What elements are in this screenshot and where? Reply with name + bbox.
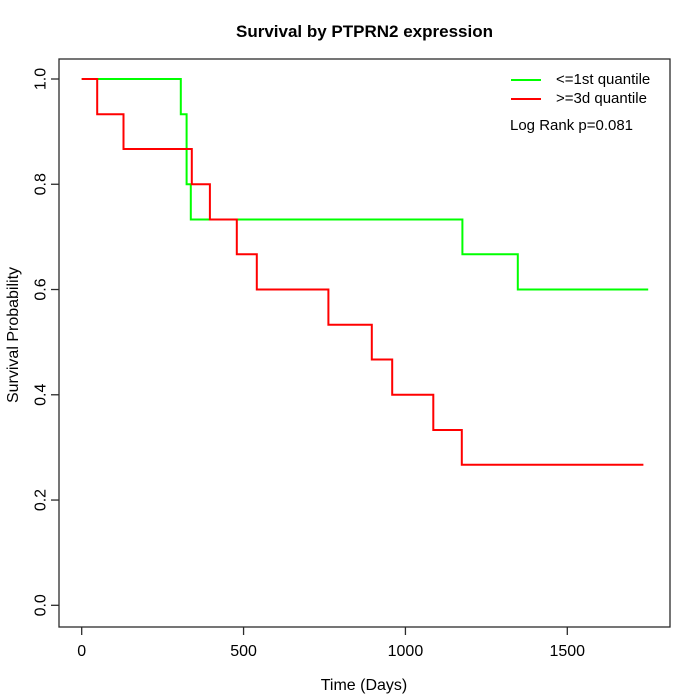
log-rank-annotation: Log Rank p=0.081: [510, 117, 634, 134]
plot-box: [58, 58, 671, 628]
y-tick-label: 0.2: [33, 489, 50, 511]
x-axis-label: Time (Days): [320, 677, 408, 694]
y-tick-label: 0.4: [33, 384, 50, 406]
y-tick-label: 0.0: [33, 594, 50, 616]
x-tick-label: 500: [230, 643, 257, 660]
y-tick-label: 1.0: [33, 68, 50, 90]
y-tick-label: 0.8: [33, 173, 50, 195]
survival-curve-low-expression: [81, 78, 649, 291]
y-axis-label: Survival Probability: [5, 266, 22, 404]
x-tick-label: 0: [77, 643, 86, 660]
red-line-swatch: [511, 97, 541, 100]
survival-curve-high-expression: [81, 78, 644, 466]
x-tick-label: 1500: [549, 643, 585, 660]
legend: <=1st quantile >=3d quantile Log Rank p=…: [510, 70, 650, 134]
legend-item-third-quantile: >=3d quantile: [511, 89, 650, 108]
page-title: Survival by PTPRN2 expression: [236, 22, 493, 41]
y-tick-label: 0.6: [33, 278, 50, 300]
legend-item-first-quantile: <=1st quantile: [511, 70, 650, 89]
legend-item-label: >=3d quantile: [556, 90, 647, 107]
legend-item-label: <=1st quantile: [556, 71, 651, 88]
green-line-swatch: [511, 78, 541, 81]
x-tick-label: 1000: [388, 643, 424, 660]
